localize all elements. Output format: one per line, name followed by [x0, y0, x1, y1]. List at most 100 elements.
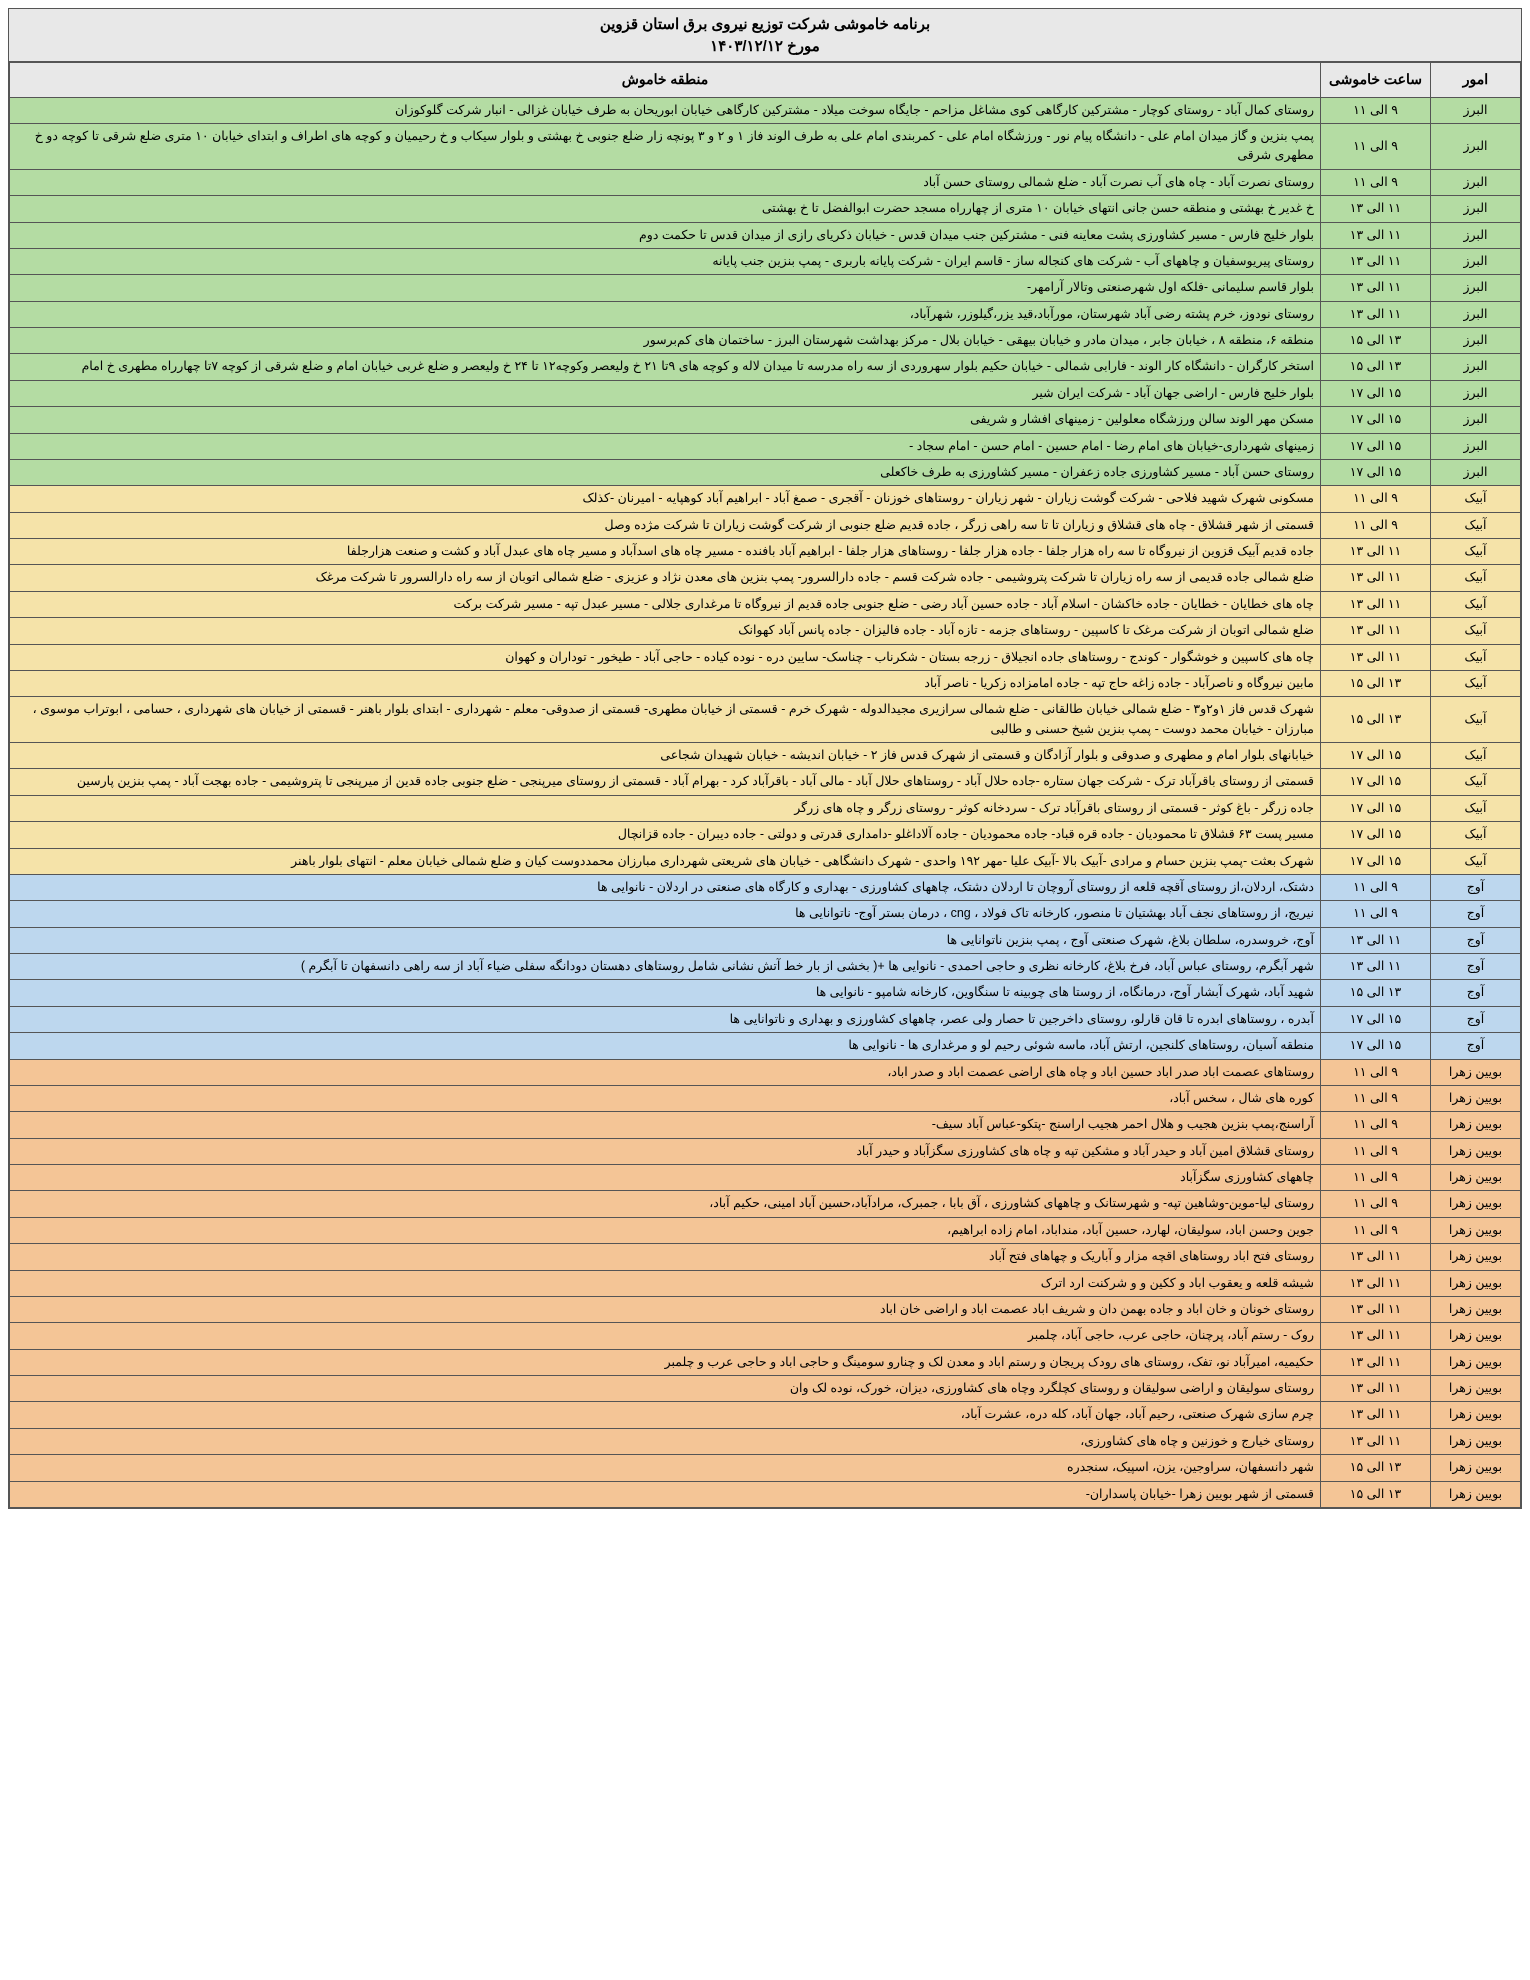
cell-omur: البرز	[1431, 124, 1521, 170]
cell-time: ۱۵ الی ۱۷	[1321, 822, 1431, 848]
page-title: برنامه خاموشی شرکت توزیع نیروی برق استان…	[9, 9, 1521, 35]
cell-time: ۹ الی ۱۱	[1321, 1138, 1431, 1164]
cell-omur: البرز	[1431, 380, 1521, 406]
cell-time: ۱۵ الی ۱۷	[1321, 795, 1431, 821]
cell-area: جوین وحسن اباد، سولیقان، لهارد، حسین آبا…	[10, 1217, 1321, 1243]
cell-area: شهرک بعثت -پمپ بنزین حسام و مرادی -آبیک …	[10, 848, 1321, 874]
table-row: البرز۱۵ الی ۱۷مسکن مهر الوند سالن ورزشگا…	[10, 407, 1521, 433]
cell-omur: بویین زهرا	[1431, 1481, 1521, 1507]
cell-omur: البرز	[1431, 433, 1521, 459]
cell-omur: آوج	[1431, 1006, 1521, 1032]
cell-time: ۱۵ الی ۱۷	[1321, 769, 1431, 795]
cell-time: ۱۵ الی ۱۷	[1321, 407, 1431, 433]
cell-area: قسمتی از روستای باقرآباد ترک - شرکت جهان…	[10, 769, 1321, 795]
cell-area: خیابانهای بلوار امام و مطهری و صدوقی و ب…	[10, 743, 1321, 769]
cell-time: ۱۱ الی ۱۳	[1321, 1376, 1431, 1402]
cell-omur: بویین زهرا	[1431, 1085, 1521, 1111]
cell-time: ۱۳ الی ۱۵	[1321, 354, 1431, 380]
cell-time: ۱۱ الی ۱۳	[1321, 954, 1431, 980]
cell-omur: بویین زهرا	[1431, 1138, 1521, 1164]
cell-omur: آبیک	[1431, 697, 1521, 743]
cell-time: ۱۱ الی ۱۳	[1321, 539, 1431, 565]
cell-omur: البرز	[1431, 97, 1521, 123]
cell-area: شهر آبگرم، روستای عباس آباد، فرخ بلاغ، ک…	[10, 954, 1321, 980]
cell-omur: بویین زهرا	[1431, 1376, 1521, 1402]
schedule-table: امور ساعت خاموشی منطقه خاموش البرز۹ الی …	[9, 62, 1521, 1508]
cell-area: منطقه آسیان، روستاهای کلنجین، ارتش آباد،…	[10, 1033, 1321, 1059]
cell-time: ۱۱ الی ۱۳	[1321, 618, 1431, 644]
table-row: آبیک۱۵ الی ۱۷شهرک بعثت -پمپ بنزین حسام و…	[10, 848, 1521, 874]
schedule-container: برنامه خاموشی شرکت توزیع نیروی برق استان…	[8, 8, 1522, 1509]
cell-time: ۱۱ الی ۱۳	[1321, 248, 1431, 274]
table-row: بویین زهرا۱۳ الی ۱۵قسمتی از شهر بویین زه…	[10, 1481, 1521, 1507]
cell-omur: آبیک	[1431, 591, 1521, 617]
cell-omur: آبیک	[1431, 743, 1521, 769]
cell-omur: البرز	[1431, 222, 1521, 248]
cell-omur: آبیک	[1431, 618, 1521, 644]
cell-area: خ غدیر خ بهشتی و منطقه حسن جانی انتهای خ…	[10, 196, 1321, 222]
cell-time: ۹ الی ۱۱	[1321, 97, 1431, 123]
cell-area: بلوار خلیج فارس - اراضی جهان آباد - شرکت…	[10, 380, 1321, 406]
table-row: آبیک۱۱ الی ۱۳چاه های کاسپین و خوشگوار - …	[10, 644, 1521, 670]
cell-time: ۹ الی ۱۱	[1321, 512, 1431, 538]
cell-omur: البرز	[1431, 169, 1521, 195]
cell-time: ۱۱ الی ۱۳	[1321, 1428, 1431, 1454]
table-header-row: امور ساعت خاموشی منطقه خاموش	[10, 63, 1521, 98]
cell-omur: آبیک	[1431, 795, 1521, 821]
cell-time: ۹ الی ۱۱	[1321, 1191, 1431, 1217]
cell-area: استخر کارگران - دانشگاه کار الوند - فارا…	[10, 354, 1321, 380]
cell-omur: بویین زهرا	[1431, 1349, 1521, 1375]
cell-omur: آبیک	[1431, 539, 1521, 565]
cell-omur: آوج	[1431, 954, 1521, 980]
cell-time: ۱۵ الی ۱۷	[1321, 1006, 1431, 1032]
table-row: بویین زهرا۹ الی ۱۱جوین وحسن اباد، سولیقا…	[10, 1217, 1521, 1243]
cell-area: مسکونی شهرک شهید فلاحی - شرکت گوشت زیارا…	[10, 486, 1321, 512]
cell-time: ۱۱ الی ۱۳	[1321, 1402, 1431, 1428]
cell-time: ۱۵ الی ۱۷	[1321, 380, 1431, 406]
table-row: آبیک۱۵ الی ۱۷مسیر پست ۶۳ قشلاق تا محمودی…	[10, 822, 1521, 848]
cell-omur: آوج	[1431, 980, 1521, 1006]
header-omur: امور	[1431, 63, 1521, 98]
page-subtitle: مورخ ۱۴۰۳/۱۲/۱۲	[9, 35, 1521, 62]
table-row: آوج۹ الی ۱۱دشتک، اردلان،از روستای آقچه ق…	[10, 874, 1521, 900]
cell-omur: البرز	[1431, 328, 1521, 354]
cell-area: روستای قشلاق امین آباد و حیدر آباد و مشک…	[10, 1138, 1321, 1164]
cell-area: شهید آباد، شهرک آبشار آوج، درمانگاه، از …	[10, 980, 1321, 1006]
table-row: بویین زهرا۱۱ الی ۱۳شیشه قلعه و یعقوب ابا…	[10, 1270, 1521, 1296]
cell-omur: بویین زهرا	[1431, 1059, 1521, 1085]
cell-omur: البرز	[1431, 196, 1521, 222]
table-row: آوج۱۱ الی ۱۳شهر آبگرم، روستای عباس آباد،…	[10, 954, 1521, 980]
cell-area: زمینهای شهرداری-خیابان های امام رضا - ام…	[10, 433, 1321, 459]
cell-omur: بویین زهرا	[1431, 1296, 1521, 1322]
cell-omur: البرز	[1431, 354, 1521, 380]
table-row: البرز۱۳ الی ۱۵استخر کارگران - دانشگاه کا…	[10, 354, 1521, 380]
table-row: البرز۱۵ الی ۱۷زمینهای شهرداری-خیابان های…	[10, 433, 1521, 459]
cell-omur: بویین زهرا	[1431, 1191, 1521, 1217]
table-row: بویین زهرا۹ الی ۱۱کوره های شال ، سخس آبا…	[10, 1085, 1521, 1111]
cell-omur: بویین زهرا	[1431, 1455, 1521, 1481]
cell-omur: آوج	[1431, 874, 1521, 900]
cell-time: ۱۱ الی ۱۳	[1321, 565, 1431, 591]
cell-area: روستاهای عصمت اباد صدر اباد حسین اباد و …	[10, 1059, 1321, 1085]
cell-area: روک - رستم آباد، پرچنان، حاجی عرب، حاجی …	[10, 1323, 1321, 1349]
cell-time: ۱۱ الی ۱۳	[1321, 1244, 1431, 1270]
cell-area: روستای خونان و خان اباد و جاده بهمن دان …	[10, 1296, 1321, 1322]
cell-time: ۹ الی ۱۱	[1321, 1059, 1431, 1085]
cell-time: ۹ الی ۱۱	[1321, 1085, 1431, 1111]
cell-area: قسمتی از شهر قشلاق - چاه های قشلاق و زیا…	[10, 512, 1321, 538]
cell-area: شیشه قلعه و یعقوب اباد و ککین و و شرکنت …	[10, 1270, 1321, 1296]
table-row: آبیک۱۵ الی ۱۷جاده زرگر - باغ کوثر - قسمت…	[10, 795, 1521, 821]
cell-omur: بویین زهرا	[1431, 1244, 1521, 1270]
cell-time: ۹ الی ۱۱	[1321, 124, 1431, 170]
cell-area: ضلع شمالی جاده قدیمی از سه راه زیاران تا…	[10, 565, 1321, 591]
table-row: بویین زهرا۱۱ الی ۱۳روک - رستم آباد، پرچن…	[10, 1323, 1521, 1349]
cell-area: حکیمیه، امیرآباد نو، تفک، روستای های رود…	[10, 1349, 1321, 1375]
cell-omur: آبیک	[1431, 512, 1521, 538]
cell-omur: آبیک	[1431, 848, 1521, 874]
cell-time: ۱۵ الی ۱۷	[1321, 1033, 1431, 1059]
cell-time: ۱۱ الی ۱۳	[1321, 1270, 1431, 1296]
cell-time: ۱۳ الی ۱۵	[1321, 1481, 1431, 1507]
cell-time: ۱۱ الی ۱۳	[1321, 644, 1431, 670]
table-row: بویین زهرا۱۱ الی ۱۳روستای خیارج و خوزنین…	[10, 1428, 1521, 1454]
cell-omur: آبیک	[1431, 565, 1521, 591]
